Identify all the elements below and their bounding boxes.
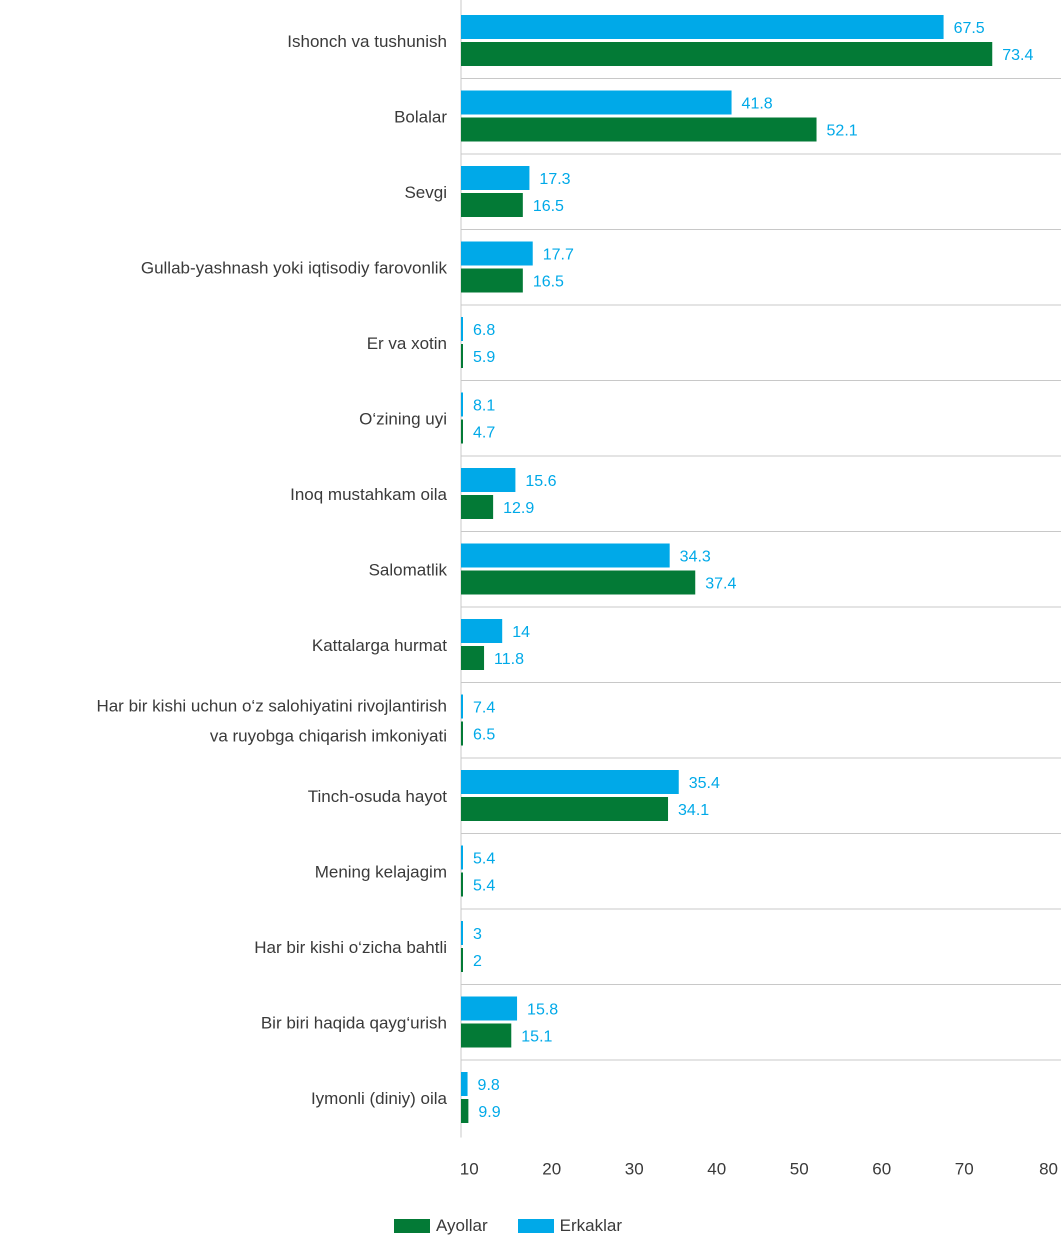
- bar-ayollar-2: [461, 117, 817, 142]
- bar-ayollar-9: [461, 646, 485, 670]
- bar-erkaklar-6: [461, 392, 463, 417]
- data-label: 3: [473, 926, 482, 943]
- x-tick-label: 50: [790, 1160, 809, 1179]
- data-label: 5.4: [473, 851, 495, 868]
- category-label: Iymonli (diniy) oila: [311, 1089, 448, 1108]
- data-label: 8.1: [473, 398, 495, 415]
- category-label: Gullab-yashnash yoki iqtisodiy farovonli…: [141, 258, 448, 277]
- legend-item-erkaklar: Erkaklar: [517, 1216, 623, 1236]
- bar-ayollar-15: [461, 1099, 469, 1123]
- x-tick-label: 20: [542, 1160, 561, 1179]
- x-tick-label: 10: [460, 1160, 479, 1179]
- bar-ayollar-3: [461, 193, 523, 217]
- data-label: 15.6: [525, 473, 556, 490]
- bar-ayollar-11: [461, 797, 669, 821]
- x-tick-label: 60: [872, 1160, 891, 1179]
- data-label: 9.9: [478, 1104, 500, 1121]
- data-label: 9.8: [478, 1077, 500, 1094]
- bar-erkaklar-3: [461, 166, 530, 190]
- bar-erkaklar-1: [461, 15, 944, 39]
- bar-erkaklar-4: [461, 241, 533, 266]
- category-label: Tinch-osuda hayot: [308, 787, 448, 806]
- bar-erkaklar-13: [461, 921, 463, 945]
- category-label: Kattalarga hurmat: [312, 636, 447, 655]
- data-label: 37.4: [705, 576, 736, 593]
- bar-erkaklar-7: [461, 468, 516, 492]
- bar-erkaklar-5: [461, 317, 463, 341]
- bar-ayollar-10: [461, 721, 463, 746]
- bar-erkaklar-8: [461, 543, 670, 568]
- bar-erkaklar-11: [461, 770, 679, 794]
- data-label: 73.4: [1002, 47, 1033, 64]
- bar-erkaklar-10: [461, 694, 463, 719]
- data-label: 35.4: [689, 775, 720, 792]
- bar-erkaklar-15: [461, 1072, 468, 1096]
- category-label: Er va xotin: [367, 334, 447, 353]
- legend-swatch-ayollar: [394, 1219, 430, 1233]
- data-label: 11.8: [494, 651, 524, 668]
- category-label: Mening kelajagim: [315, 862, 447, 881]
- data-label: 52.1: [827, 123, 858, 140]
- data-label: 7.4: [473, 700, 495, 717]
- x-tick-label: 30: [625, 1160, 644, 1179]
- category-label: Har bir kishi uchun o‘z salohiyatini riv…: [96, 696, 447, 745]
- bar-erkaklar-2: [461, 90, 732, 115]
- data-label: 2: [473, 953, 482, 970]
- bar-ayollar-14: [461, 1023, 512, 1048]
- data-label: 16.5: [533, 198, 564, 215]
- data-label: 17.7: [543, 247, 574, 264]
- bar-ayollar-7: [461, 495, 494, 519]
- legend-swatch-erkaklar: [517, 1219, 554, 1233]
- data-label: 15.1: [521, 1029, 552, 1046]
- data-label: 14: [512, 624, 530, 641]
- bar-ayollar-4: [461, 268, 523, 293]
- bar-ayollar-1: [461, 42, 993, 66]
- category-label: Inoq mustahkam oila: [290, 485, 447, 504]
- x-tick-label: 40: [707, 1160, 726, 1179]
- data-label: 34.1: [678, 802, 709, 819]
- data-label: 5.9: [473, 349, 495, 366]
- data-label: 12.9: [503, 500, 534, 517]
- bar-ayollar-6: [461, 419, 463, 444]
- bar-ayollar-13: [461, 948, 463, 972]
- category-label: Sevgi: [404, 183, 447, 202]
- bar-ayollar-12: [461, 872, 463, 897]
- data-label: 34.3: [680, 549, 711, 566]
- category-label: Ishonch va tushunish: [287, 32, 447, 51]
- category-label: Salomatlik: [369, 560, 448, 579]
- x-tick-label: 80: [1039, 1160, 1058, 1179]
- bar-erkaklar-9: [461, 619, 503, 643]
- legend-item-ayollar: Ayollar: [394, 1216, 488, 1236]
- bar-erkaklar-12: [461, 845, 463, 870]
- data-label: 41.8: [742, 96, 773, 113]
- legend-label-ayollar: Ayollar: [436, 1216, 488, 1235]
- bar-ayollar-5: [461, 344, 463, 368]
- data-label: 6.8: [473, 322, 495, 339]
- legend: Ayollar Erkaklar: [394, 1216, 652, 1236]
- x-tick-label: 70: [955, 1160, 974, 1179]
- legend-label-erkaklar: Erkaklar: [559, 1216, 623, 1235]
- data-label: 67.5: [954, 20, 985, 37]
- category-label: Bir biri haqida qayg‘urish: [261, 1013, 447, 1032]
- data-label: 17.3: [539, 171, 570, 188]
- data-label: 4.7: [473, 425, 495, 442]
- category-label: Har bir kishi o‘zicha bahtli: [254, 938, 447, 957]
- data-label: 6.5: [473, 727, 495, 744]
- category-label: Bolalar: [394, 107, 447, 126]
- category-label: O‘zining uyi: [359, 409, 447, 428]
- bar-ayollar-8: [461, 570, 696, 595]
- data-label: 15.8: [527, 1002, 558, 1019]
- data-label: 16.5: [533, 274, 564, 291]
- bar-erkaklar-14: [461, 996, 518, 1021]
- data-label: 5.4: [473, 878, 495, 895]
